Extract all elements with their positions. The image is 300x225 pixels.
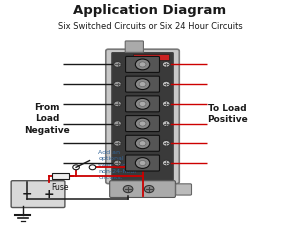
- Circle shape: [162, 140, 170, 146]
- Text: Application Diagram: Application Diagram: [74, 4, 226, 17]
- FancyBboxPatch shape: [126, 76, 160, 92]
- Circle shape: [114, 61, 122, 67]
- FancyBboxPatch shape: [126, 155, 160, 171]
- Text: From
Load
Negative: From Load Negative: [24, 103, 70, 135]
- FancyBboxPatch shape: [112, 53, 173, 180]
- Circle shape: [139, 160, 146, 166]
- Text: +: +: [44, 188, 55, 201]
- FancyBboxPatch shape: [106, 49, 179, 184]
- Circle shape: [114, 121, 122, 126]
- Text: To Load
Positive: To Load Positive: [207, 104, 248, 124]
- Circle shape: [162, 160, 170, 166]
- Circle shape: [135, 158, 150, 168]
- FancyBboxPatch shape: [176, 184, 191, 195]
- Bar: [52, 173, 69, 179]
- Circle shape: [114, 81, 122, 87]
- Circle shape: [114, 101, 122, 107]
- Circle shape: [135, 99, 150, 109]
- Circle shape: [139, 141, 146, 146]
- Text: −: −: [22, 188, 32, 201]
- Circle shape: [73, 165, 79, 170]
- Text: Six Switched Circuits or Six 24 Hour Circuits: Six Switched Circuits or Six 24 Hour Cir…: [58, 22, 242, 31]
- Circle shape: [139, 121, 146, 126]
- Circle shape: [162, 101, 170, 107]
- Circle shape: [139, 101, 146, 106]
- Text: Add an
optional
switch for
non-24-hour
circuits.: Add an optional switch for non-24-hour c…: [98, 150, 137, 180]
- FancyBboxPatch shape: [11, 181, 65, 207]
- Circle shape: [139, 62, 146, 67]
- FancyBboxPatch shape: [126, 96, 160, 112]
- Circle shape: [135, 59, 150, 70]
- Circle shape: [114, 160, 122, 166]
- Circle shape: [114, 140, 122, 146]
- Circle shape: [123, 185, 133, 193]
- Circle shape: [162, 81, 170, 87]
- Circle shape: [135, 138, 150, 149]
- Circle shape: [89, 165, 96, 170]
- FancyBboxPatch shape: [125, 41, 143, 52]
- FancyBboxPatch shape: [126, 116, 160, 132]
- FancyBboxPatch shape: [126, 135, 160, 151]
- Circle shape: [162, 121, 170, 126]
- Bar: [133, 54, 169, 60]
- Text: Fuse: Fuse: [52, 183, 69, 192]
- FancyBboxPatch shape: [126, 56, 160, 72]
- Circle shape: [139, 82, 146, 87]
- Circle shape: [162, 61, 170, 67]
- Circle shape: [144, 185, 154, 193]
- Circle shape: [135, 79, 150, 90]
- Circle shape: [135, 118, 150, 129]
- FancyBboxPatch shape: [110, 181, 176, 198]
